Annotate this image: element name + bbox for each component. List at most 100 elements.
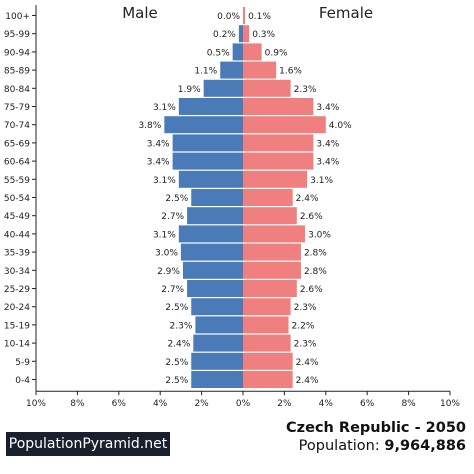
label-female-100+: 0.1% xyxy=(248,12,271,22)
age-label-30-34: 30-34 xyxy=(4,267,30,277)
label-male-80-84: 1.9% xyxy=(178,85,201,95)
label-female-85-89: 1.6% xyxy=(279,67,302,77)
bar-male-75-79 xyxy=(178,98,243,115)
age-label-55-59: 55-59 xyxy=(4,176,30,186)
label-male-85-89: 1.1% xyxy=(194,67,217,77)
label-female-55-59: 3.1% xyxy=(310,176,333,186)
legend-male: Male xyxy=(122,4,158,22)
bar-female-30-34 xyxy=(243,261,301,279)
label-male-70-74: 3.8% xyxy=(138,121,161,131)
label-male-75-79: 3.1% xyxy=(153,103,176,113)
bar-female-90-94 xyxy=(243,43,262,61)
bar-female-0-4 xyxy=(243,371,293,388)
bar-female-25-29 xyxy=(243,280,297,297)
bar-female-50-54 xyxy=(243,189,293,206)
population-value: 9,964,886 xyxy=(384,438,466,454)
label-female-10-14: 2.3% xyxy=(294,340,317,350)
age-label-35-39: 35-39 xyxy=(4,249,30,259)
age-label-5-9: 5-9 xyxy=(15,358,30,368)
bar-male-45-49 xyxy=(187,207,243,225)
label-male-40-44: 3.1% xyxy=(153,230,176,240)
label-female-25-29: 2.6% xyxy=(300,285,323,295)
age-label-40-44: 40-44 xyxy=(4,230,30,240)
label-male-50-54: 2.5% xyxy=(165,194,188,204)
xtick-label-4: 2% xyxy=(194,399,209,409)
bar-male-35-39 xyxy=(180,243,243,261)
age-label-75-79: 75-79 xyxy=(4,103,30,113)
age-label-65-69: 65-69 xyxy=(4,139,30,149)
age-label-15-19: 15-19 xyxy=(4,321,30,331)
bar-male-60-64 xyxy=(172,152,243,170)
xtick-label-10: 10% xyxy=(440,399,460,409)
age-label-95-99: 95-99 xyxy=(4,30,30,40)
xtick-label-6: 2% xyxy=(277,399,292,409)
age-label-70-74: 70-74 xyxy=(4,121,30,131)
bar-male-15-19 xyxy=(195,316,243,334)
label-male-100+: 0.0% xyxy=(217,12,240,22)
bar-female-60-64 xyxy=(243,152,314,170)
bar-female-55-59 xyxy=(243,170,308,188)
bar-female-20-24 xyxy=(243,298,291,316)
label-male-65-69: 3.4% xyxy=(147,139,170,149)
age-label-90-94: 90-94 xyxy=(4,48,30,58)
label-female-75-79: 3.4% xyxy=(316,103,339,113)
xtick-label-7: 4% xyxy=(319,399,334,409)
bar-female-65-69 xyxy=(243,134,314,152)
xtick-label-2: 6% xyxy=(112,399,127,409)
label-female-65-69: 3.4% xyxy=(316,139,339,149)
label-male-60-64: 3.4% xyxy=(147,158,170,168)
population-total: Population: 9,964,886 xyxy=(299,438,466,454)
label-female-95-99: 0.3% xyxy=(252,30,275,40)
bar-male-85-89 xyxy=(220,61,243,79)
bar-female-80-84 xyxy=(243,79,291,97)
label-female-60-64: 3.4% xyxy=(316,158,339,168)
bar-male-80-84 xyxy=(203,79,243,97)
brand-logo[interactable]: PopulationPyramid.net xyxy=(6,432,170,456)
label-male-55-59: 3.1% xyxy=(153,176,176,186)
xtick-label-0: 10% xyxy=(26,399,46,409)
bar-female-35-39 xyxy=(243,243,301,261)
age-label-10-14: 10-14 xyxy=(4,340,30,350)
bar-male-55-59 xyxy=(178,170,243,188)
xtick-label-5: 0% xyxy=(236,399,251,409)
label-female-5-9: 2.4% xyxy=(296,358,319,368)
label-male-20-24: 2.5% xyxy=(165,303,188,313)
bar-female-40-44 xyxy=(243,225,306,243)
population-pyramid-chart: Male Female 0.0% 0.1% 100+ 0.2% 0.3% 95-99 0.5% 0… xyxy=(4,4,461,409)
bar-male-25-29 xyxy=(187,280,243,297)
label-male-10-14: 2.4% xyxy=(167,340,190,350)
bar-male-30-34 xyxy=(182,261,243,279)
label-male-5-9: 2.5% xyxy=(165,358,188,368)
bar-female-95-99 xyxy=(243,25,250,43)
bar-male-70-74 xyxy=(164,116,243,134)
xtick-label-9: 8% xyxy=(401,399,416,409)
legend-female: Female xyxy=(319,4,373,22)
label-female-80-84: 2.3% xyxy=(294,85,317,95)
bar-male-20-24 xyxy=(191,298,243,316)
bar-female-15-19 xyxy=(243,316,289,334)
label-female-30-34: 2.8% xyxy=(304,267,327,277)
label-male-35-39: 3.0% xyxy=(155,249,178,259)
bar-female-85-89 xyxy=(243,61,277,79)
bar-female-5-9 xyxy=(243,352,293,370)
age-label-0-4: 0-4 xyxy=(15,376,30,386)
age-label-45-49: 45-49 xyxy=(4,212,30,222)
bar-male-95-99 xyxy=(238,25,243,43)
age-label-80-84: 80-84 xyxy=(4,85,30,95)
age-label-20-24: 20-24 xyxy=(4,303,30,313)
label-male-0-4: 2.5% xyxy=(165,376,188,386)
bar-female-10-14 xyxy=(243,334,291,352)
label-female-40-44: 3.0% xyxy=(308,230,331,240)
label-female-0-4: 2.4% xyxy=(296,376,319,386)
age-label-25-29: 25-29 xyxy=(4,285,30,295)
label-female-45-49: 2.6% xyxy=(300,212,323,222)
bar-male-5-9 xyxy=(191,352,243,370)
label-male-95-99: 0.2% xyxy=(213,30,236,40)
bar-female-100+ xyxy=(243,7,246,24)
bar-female-75-79 xyxy=(243,98,314,115)
label-male-30-34: 2.9% xyxy=(157,267,180,277)
bar-male-40-44 xyxy=(178,225,243,243)
bar-male-90-94 xyxy=(232,43,243,61)
age-label-50-54: 50-54 xyxy=(4,194,30,204)
bar-male-0-4 xyxy=(191,371,243,388)
